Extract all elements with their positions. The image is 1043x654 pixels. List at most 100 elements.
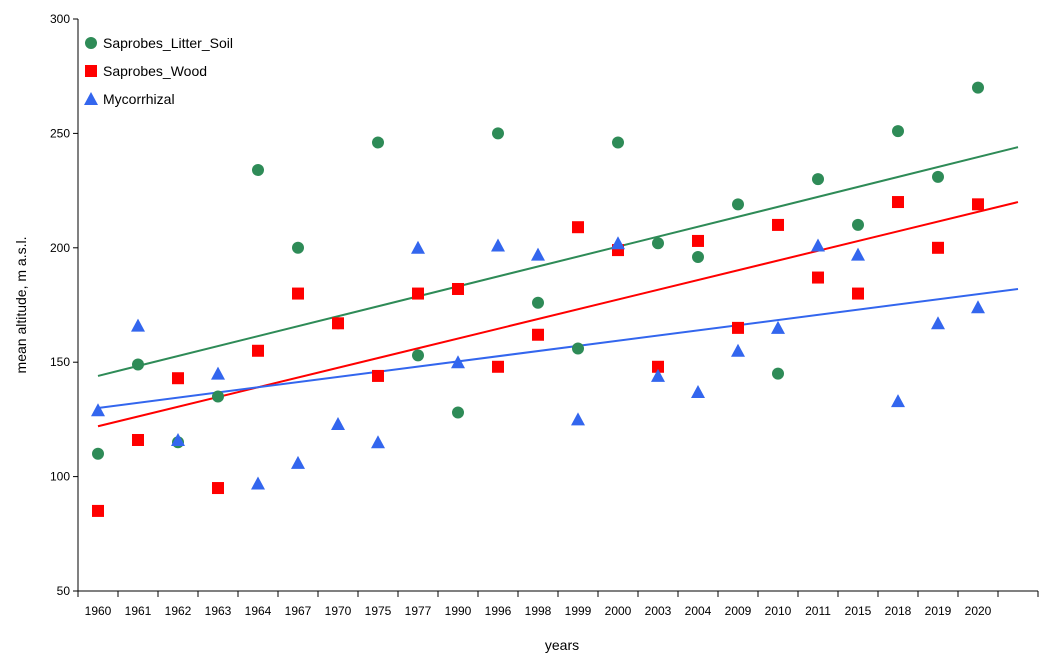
legend-label: Mycorrhizal [103,91,175,107]
data-point [371,435,385,449]
data-point [651,368,665,382]
x-tick-label: 1998 [525,604,552,618]
x-tick-label: 1962 [165,604,192,618]
x-tick-label: 1964 [245,604,272,618]
x-tick-label: 2019 [925,604,952,618]
y-tick-label: 300 [50,12,70,26]
axes: 50 100 150 200 250 300 1960 1961 1962 1963 1964 196… [50,12,1039,618]
data-point [692,250,704,263]
legend-marker [85,65,97,77]
data-point [92,447,104,460]
data-point [652,237,664,250]
x-tick-label: 1960 [85,604,112,618]
series-saprobes-wood [92,196,984,517]
data-point [212,390,224,403]
data-point [452,406,464,419]
data-point [492,360,504,373]
x-tick-label: 2018 [885,604,912,618]
x-tick-label: 2009 [725,604,752,618]
data-point [372,136,384,149]
data-point [492,127,504,140]
data-point [812,173,824,186]
data-point [612,136,624,149]
data-point [732,321,744,334]
x-tick-label: 1999 [565,604,592,618]
data-point [172,372,184,385]
data-point [852,287,864,300]
x-axis-label: years [545,637,579,653]
data-point [892,125,904,138]
x-tick-label: 2004 [685,604,712,618]
data-point [971,300,985,314]
data-point [931,316,945,330]
data-point [572,221,584,234]
data-point [652,360,664,373]
x-tick-label: 1963 [205,604,232,618]
trendline-mycorrhizal [97,287,1019,409]
y-tick-label: 100 [50,470,70,484]
x-tick-label: 2015 [845,604,872,618]
data-point [932,170,944,183]
x-tick-label: 1977 [405,604,432,618]
data-point [331,416,345,430]
x-tick-label: 1996 [485,604,512,618]
data-point [891,394,905,408]
y-tick-label: 150 [50,355,70,369]
data-point [532,296,544,309]
data-point [932,241,944,254]
data-point [291,455,305,469]
trendlines [97,146,1019,428]
data-point [132,433,144,446]
series-saprobes-litter-soil [92,81,984,460]
data-point [772,218,784,231]
data-point [412,349,424,362]
data-point [132,358,144,371]
data-point [572,342,584,355]
x-tick-label: 1961 [125,604,152,618]
y-tick-label: 50 [57,584,71,598]
x-tick-label: 2010 [765,604,792,618]
data-point [252,164,264,177]
y-axis-label: mean altitude, m a.s.l. [13,237,29,374]
data-point [771,320,785,334]
data-point [692,234,704,247]
series-mycorrhizal [91,236,985,490]
data-point [491,238,505,252]
x-tick-label: 2003 [645,604,672,618]
data-point [731,343,745,357]
data-point [412,287,424,300]
data-point [811,238,825,252]
data-point [212,482,224,495]
y-tick-label: 200 [50,241,70,255]
legend-marker [84,92,98,105]
data-point [92,504,104,517]
data-point [732,198,744,211]
data-point [131,318,145,332]
data-point [892,196,904,209]
legend-marker [85,37,97,49]
data-point [611,236,625,250]
trendline-saprobes-litter-soil [97,146,1019,377]
y-tick-label: 250 [50,126,70,140]
data-point [411,240,425,254]
data-point [452,282,464,295]
data-point [171,432,185,446]
data-point [691,384,705,398]
data-point [372,369,384,382]
data-point [292,241,304,254]
data-point [852,218,864,231]
data-point [812,271,824,284]
data-point [972,81,984,94]
x-tick-label: 2000 [605,604,632,618]
data-point [532,328,544,341]
data-point [252,344,264,357]
x-tick-label: 1975 [365,604,392,618]
x-tick-label: 2011 [805,604,831,618]
data-point [531,247,545,261]
data-points [91,81,985,517]
legend-label: Saprobes_Wood [103,63,207,79]
trendline-saprobes-wood [97,201,1019,428]
legend: Saprobes_Litter_Soil Saprobes_Wood Mycorrh… [84,35,233,107]
data-point [851,247,865,261]
